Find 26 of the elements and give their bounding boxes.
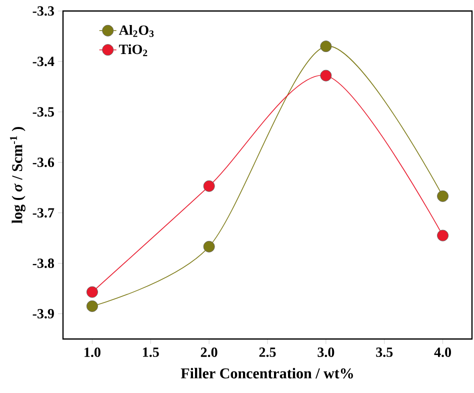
legend-label: TiO$_{2}$ bbox=[119, 44, 148, 56]
x-tick-label: 1.0 bbox=[84, 348, 100, 358]
x-tick-label: 4.0 bbox=[434, 348, 451, 358]
y-tick-label: -3.9 bbox=[32, 309, 54, 318]
point bbox=[86, 300, 98, 312]
y-tick-label: -3.3 bbox=[32, 6, 54, 16]
y-tick-label: -3.8 bbox=[32, 258, 54, 268]
point bbox=[203, 180, 215, 192]
y-tick-label: -3.4 bbox=[32, 56, 54, 66]
x-axis-title: Filler Concentration / wt% bbox=[180, 368, 353, 379]
point bbox=[320, 40, 332, 52]
x-tick-label: 2.5 bbox=[259, 348, 276, 357]
y-tick-label: -3.5 bbox=[32, 107, 54, 117]
x-tick-label: 1.5 bbox=[143, 348, 159, 357]
y-tick-label: -3.6 bbox=[32, 158, 54, 168]
point bbox=[203, 240, 215, 252]
point bbox=[320, 70, 332, 82]
y-tick-label: -3.7 bbox=[32, 208, 54, 218]
x-tick-label: 2.0 bbox=[200, 348, 218, 358]
point bbox=[437, 230, 449, 242]
point bbox=[437, 190, 449, 202]
x-tick-label: 3.0 bbox=[318, 348, 334, 358]
legend-label: Al$_{2}$O$_{3}$ bbox=[118, 25, 154, 38]
x-tick-label: 3.5 bbox=[376, 348, 393, 357]
y-axis-title: log ( σ / Scm$^{-1}$ ) bbox=[10, 127, 26, 224]
point bbox=[86, 286, 98, 298]
